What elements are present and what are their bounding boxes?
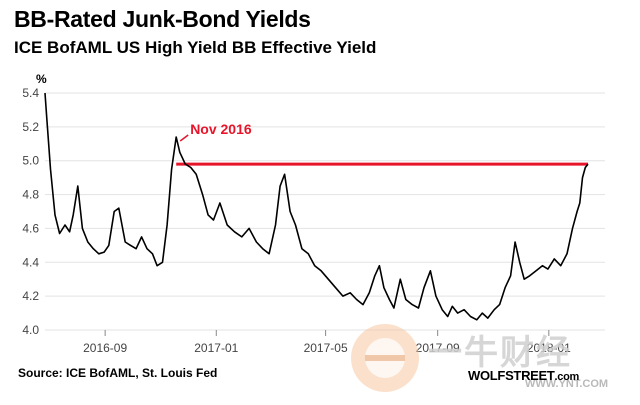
y-tick-label: 4.8 — [22, 188, 39, 202]
brand-suffix: .com — [554, 371, 580, 383]
brand-logo: WOLFSTREET.com — [468, 368, 579, 383]
y-tick-label: 4.6 — [22, 221, 39, 235]
source-note: Source: ICE BofAML, St. Louis Fed — [18, 366, 218, 380]
yield-series-line — [44, 92, 589, 321]
y-tick-label: 5.4 — [22, 86, 39, 100]
x-tick-label: 2018-01 — [527, 341, 571, 355]
y-axis-label: % — [36, 72, 47, 86]
chart-subtitle: ICE BofAML US High Yield BB Effective Yi… — [14, 38, 377, 57]
x-tick-label: 2017-09 — [416, 341, 460, 355]
grid-lines — [45, 92, 605, 331]
brand-name: WOLFSTREET — [468, 368, 555, 383]
y-tick-label: 4.2 — [22, 289, 39, 303]
x-tick-label: 2016-09 — [83, 341, 127, 355]
y-tick-label: 5.0 — [22, 154, 39, 168]
y-tick-labels: 4.0 4.2 4.4 4.6 4.8 5.0 5.2 5.4 — [22, 86, 39, 337]
annotation-pointer — [179, 134, 189, 142]
y-tick-label: 4.4 — [22, 255, 39, 269]
y-tick-label: 5.2 — [22, 120, 39, 134]
chart-title: BB-Rated Junk-Bond Yields — [14, 6, 311, 32]
x-tick-labels: 2016-09 2017-01 2017-05 2017-09 2018-01 — [83, 330, 571, 355]
watermark-url: WWW.YNT.COM — [525, 378, 609, 390]
watermark-text: 一牛财经 — [428, 334, 572, 372]
annotation-label: Nov 2016 — [190, 121, 252, 137]
x-tick-label: 2017-05 — [304, 341, 348, 355]
y-tick-label: 4.0 — [22, 323, 39, 337]
x-tick-label: 2017-01 — [194, 341, 238, 355]
